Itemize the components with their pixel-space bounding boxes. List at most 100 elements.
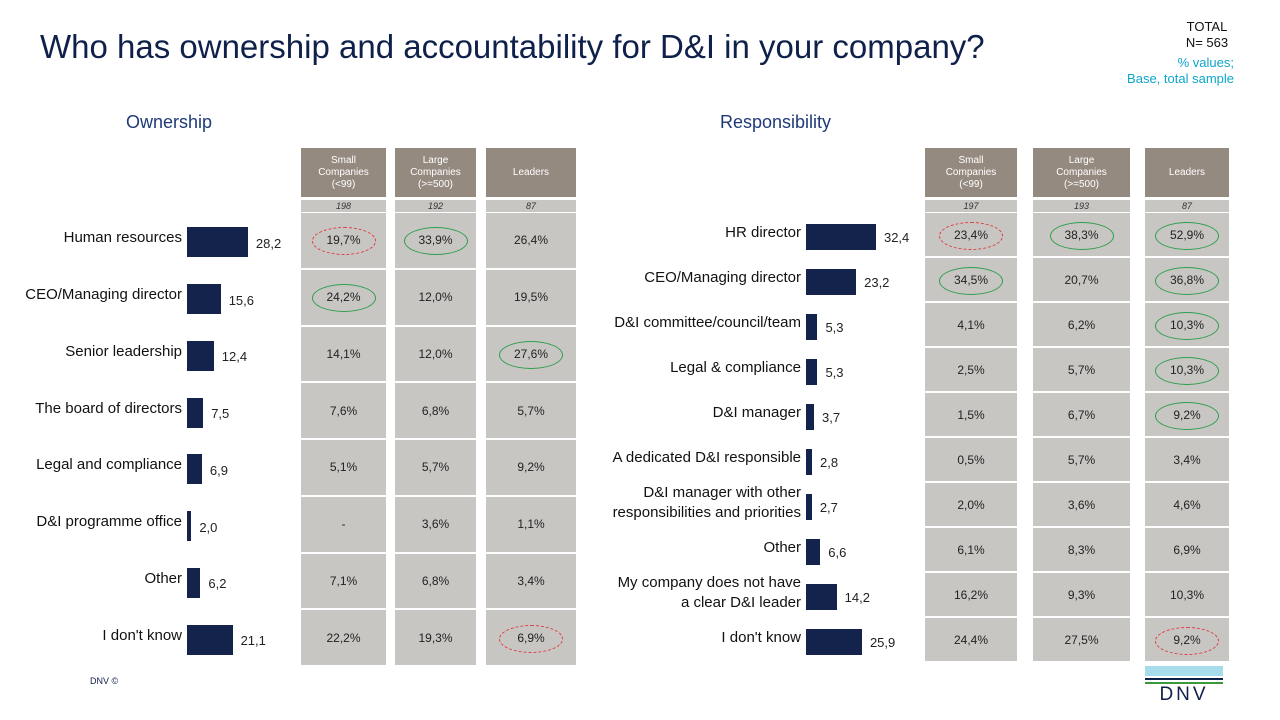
bar	[806, 583, 837, 610]
table-cell: 5,7%	[486, 383, 576, 440]
total-label: TOTAL	[1186, 19, 1228, 34]
category-label: Legal & compliance	[670, 358, 801, 376]
bar	[806, 358, 818, 385]
category-label: HR director	[725, 223, 801, 241]
logo-line	[1145, 678, 1223, 680]
bar	[187, 284, 221, 315]
value-label: 2,8	[820, 455, 839, 470]
table-cell: 3,6%	[1033, 483, 1130, 528]
table-cell: 6,9%	[1145, 528, 1229, 573]
table-cell: 19,5%	[486, 269, 576, 327]
column-base: 87	[486, 200, 576, 212]
bar	[806, 313, 818, 340]
table-cell: 6,8%	[395, 553, 476, 611]
table-cell: 8,3%	[1033, 528, 1130, 573]
column-header: Large Companies (>=500)	[1033, 148, 1130, 197]
category-label: Senior leadership	[65, 342, 182, 360]
highlight-circle	[1155, 311, 1219, 340]
table-cell: 9,2%	[486, 440, 576, 497]
table-cell: 16,2%	[925, 573, 1017, 618]
value-label: 6,9	[209, 462, 228, 478]
category-label: D&I manager with other responsibilities …	[612, 483, 801, 521]
value-label: 6,6	[828, 545, 847, 560]
table-cell: 6,2%	[1033, 303, 1130, 348]
value-label: 5,3	[825, 320, 844, 335]
table-cell: 5,7%	[1033, 438, 1130, 483]
column-base: 192	[395, 200, 476, 212]
highlight-circle	[499, 340, 563, 369]
highlight-circle	[1155, 626, 1219, 655]
value-label: 14,2	[844, 590, 870, 605]
highlight-circle	[939, 221, 1003, 250]
value-label: 6,2	[208, 576, 227, 592]
table-cell: 6,1%	[925, 528, 1017, 573]
highlight-circle	[311, 227, 376, 256]
table-cell: 0,5%	[925, 438, 1017, 483]
logo-bar	[1145, 666, 1223, 676]
category-label: Legal and compliance	[36, 456, 182, 474]
table-cell: -	[301, 496, 386, 554]
table-cell: 7,6%	[301, 383, 386, 440]
table-cell: 14,1%	[301, 326, 386, 384]
category-label: I don't know	[102, 626, 182, 644]
value-label: 2,7	[819, 500, 838, 515]
category-label: I don't know	[721, 628, 801, 646]
bar	[806, 448, 813, 475]
column-header: Leaders	[486, 148, 576, 197]
table-cell: 26,4%	[486, 213, 576, 270]
category-label: Human resources	[63, 229, 182, 247]
table-cell: 5,7%	[1033, 348, 1130, 393]
category-label: A dedicated D&I responsible	[612, 448, 801, 466]
category-label: The board of directors	[35, 399, 182, 417]
bar	[806, 628, 862, 655]
table-cell: 2,0%	[925, 483, 1017, 528]
highlight-circle	[499, 624, 563, 653]
column-header: Large Companies (>=500)	[395, 148, 476, 197]
highlight-circle	[1155, 266, 1219, 295]
table-cell: 6,8%	[395, 383, 476, 440]
sample-size: N= 563	[1185, 35, 1229, 50]
panel-title: Responsibility	[720, 112, 832, 132]
table-cell: 1,5%	[925, 393, 1017, 438]
highlight-circle	[1155, 356, 1219, 385]
table-cell: 6,7%	[1033, 393, 1130, 438]
table-cell: 20,7%	[1033, 258, 1130, 303]
bar	[187, 511, 192, 542]
bar	[806, 538, 821, 565]
table-cell: 3,4%	[1145, 438, 1229, 483]
table-cell: 27,5%	[1033, 618, 1130, 663]
bar	[187, 624, 233, 655]
value-label: 7,5	[211, 406, 230, 422]
logo: DNV	[1159, 684, 1209, 705]
highlight-circle	[1155, 221, 1219, 250]
value-label: 21,1	[240, 633, 266, 649]
value-label: 5,3	[825, 365, 844, 380]
table-cell: 10,3%	[1145, 573, 1229, 618]
bar	[806, 223, 876, 250]
table-cell: 7,1%	[301, 553, 386, 611]
bar	[806, 493, 812, 520]
table-cell: 3,4%	[486, 553, 576, 611]
note: % values;	[1177, 55, 1234, 70]
bar	[187, 454, 202, 485]
table-cell: 5,7%	[395, 440, 476, 497]
value-label: 3,7	[821, 410, 841, 425]
table-cell: 2,5%	[925, 348, 1017, 393]
highlight-circle	[311, 284, 376, 313]
panel-title: Ownership	[126, 112, 213, 132]
table-cell: 12,0%	[395, 269, 476, 327]
category-label: CEO/Managing director	[644, 268, 801, 286]
value-label: 12,4	[221, 349, 248, 365]
category-label: Other	[144, 569, 182, 587]
highlight-circle	[403, 227, 468, 256]
table-cell: 3,6%	[395, 496, 476, 554]
highlight-circle	[939, 266, 1003, 295]
value-label: 28,2	[255, 235, 282, 251]
column-base: 193	[1033, 200, 1130, 212]
bar	[187, 340, 214, 371]
table-cell: 22,2%	[301, 610, 386, 667]
column-header: Small Companies (<99)	[301, 148, 386, 197]
table-cell: 24,4%	[925, 618, 1017, 663]
title: Who has ownership and accountability for…	[40, 28, 985, 65]
